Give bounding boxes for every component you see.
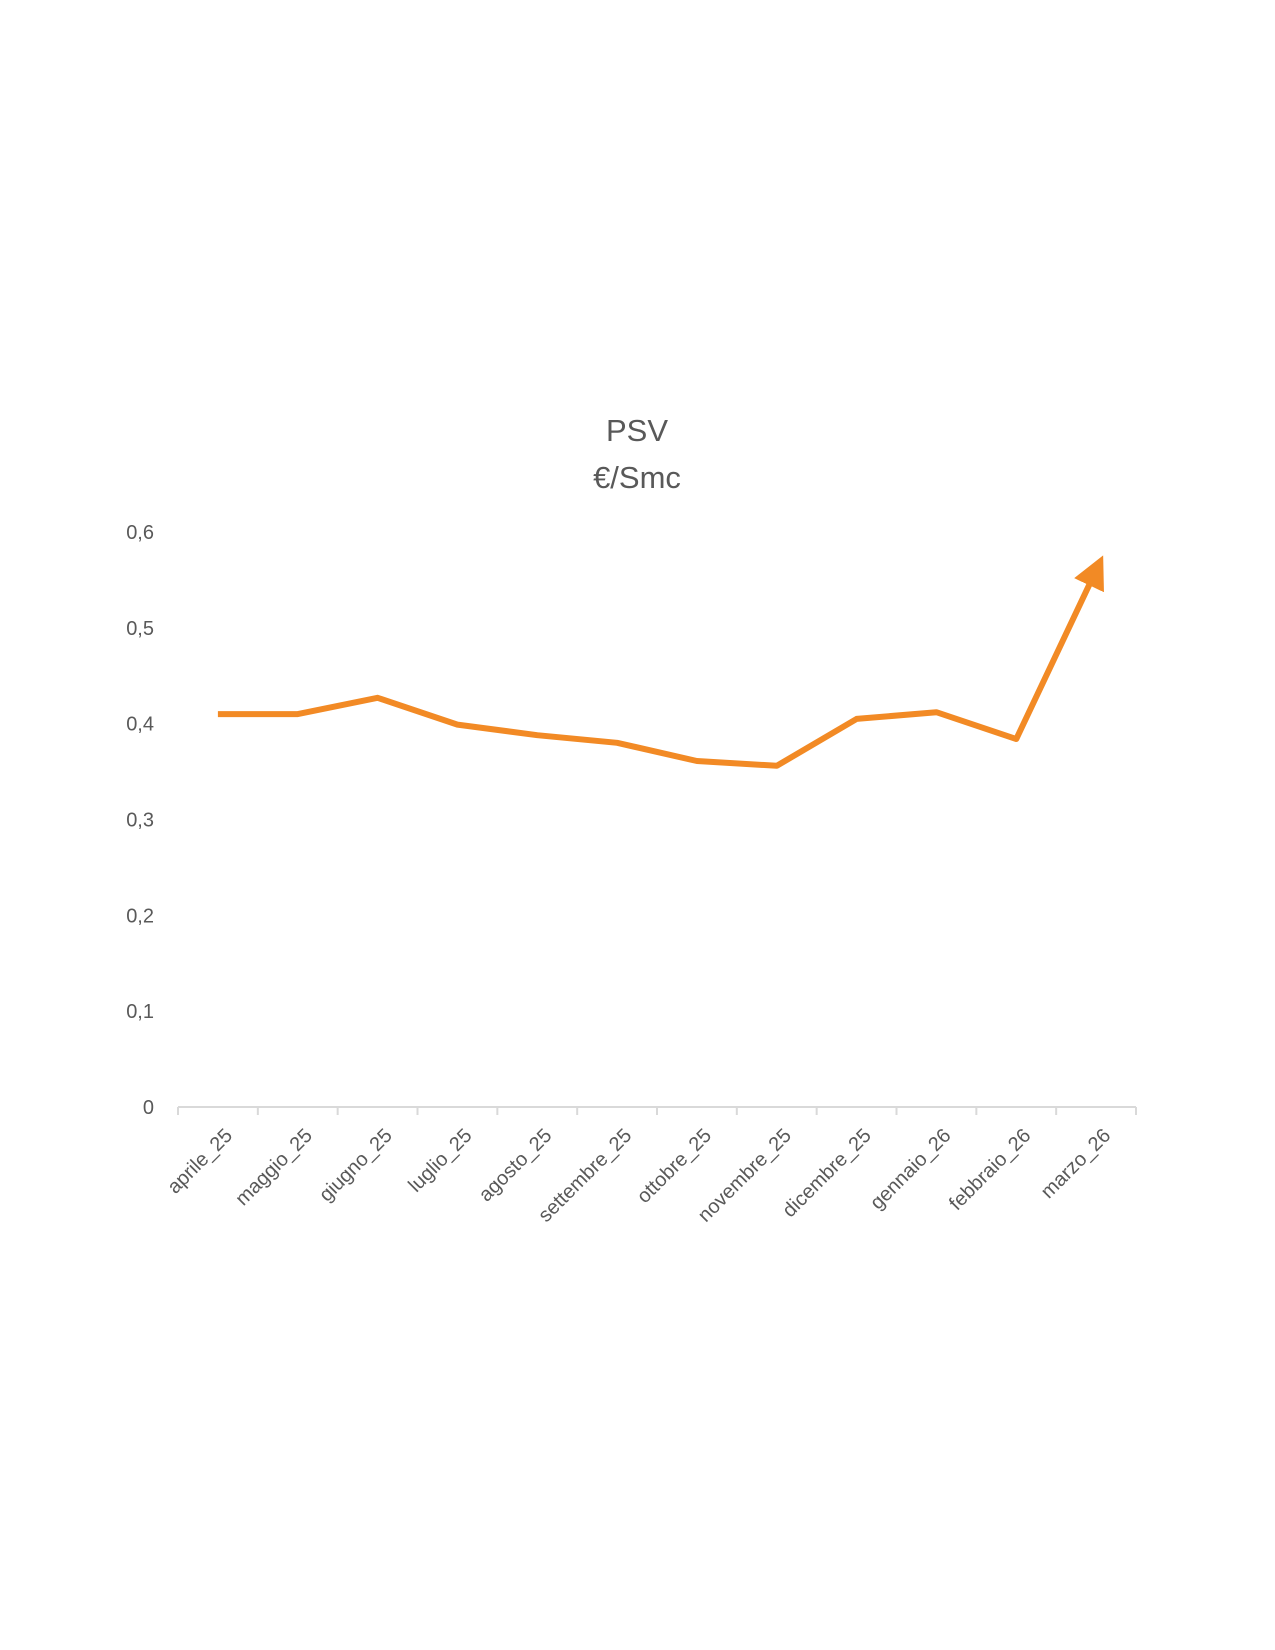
chart-subtitle: €/Smc [593, 460, 681, 495]
data-point [694, 758, 700, 764]
plot-area [215, 555, 1104, 769]
x-tick-label: luglio_25 [404, 1125, 476, 1197]
data-point [774, 763, 780, 769]
y-tick-label: 0,5 [126, 618, 154, 640]
y-tick-label: 0,2 [126, 905, 154, 927]
x-tick-label: agosto_25 [475, 1125, 557, 1207]
y-axis: 0 0,1 0,2 0,3 0,4 0,5 0,6 [126, 522, 154, 1119]
x-tick-label: ottobre_25 [633, 1125, 716, 1208]
y-tick-label: 0,6 [126, 522, 154, 544]
chart-title: PSV [606, 413, 668, 448]
data-point [854, 716, 860, 722]
data-point [1093, 567, 1099, 573]
x-tick-label: aprile_25 [163, 1125, 237, 1199]
x-tick-label: marzo_26 [1037, 1125, 1115, 1203]
data-point [295, 711, 301, 717]
x-tick-label: febbraio_26 [945, 1125, 1035, 1215]
x-tick-label: maggio_25 [231, 1125, 317, 1211]
series-line [217, 555, 1104, 769]
data-point [614, 740, 620, 746]
y-tick-label: 0,1 [126, 1001, 154, 1023]
data-point [933, 709, 939, 715]
data-point [1013, 736, 1019, 742]
data-point [534, 732, 540, 738]
data-point [215, 711, 221, 717]
y-tick-label: 0,3 [126, 810, 154, 832]
y-tick-label: 0,4 [126, 714, 154, 736]
data-point [375, 695, 381, 701]
y-tick-label: 0 [143, 1097, 154, 1119]
x-tick-label: giugno_25 [315, 1125, 397, 1207]
x-tick-label: gennaio_26 [866, 1125, 955, 1214]
data-point [454, 722, 460, 728]
